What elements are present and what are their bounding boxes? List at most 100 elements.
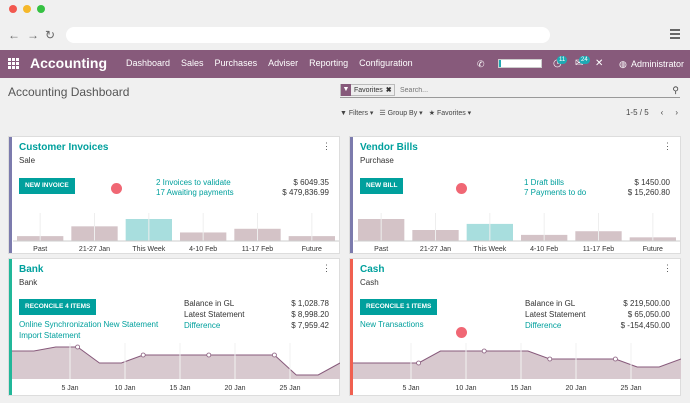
apps-grid-icon[interactable]	[8, 58, 19, 69]
menu-item-sales[interactable]: Sales	[181, 58, 204, 68]
main-menu: Dashboard Sales Purchases Adviser Report…	[126, 58, 413, 68]
status-dot	[456, 183, 467, 194]
card-subtitle: Purchase	[360, 156, 394, 165]
search-input[interactable]	[400, 84, 660, 96]
difference-link[interactable]: Difference	[525, 321, 562, 330]
chart-line	[353, 350, 681, 368]
minimize-window-button[interactable]	[23, 5, 31, 13]
menu-item-adviser[interactable]: Adviser	[268, 58, 299, 68]
chart-point	[206, 352, 212, 358]
bank-card: Bank Bank ⋮ RECONCILE 4 ITEMS Online Syn…	[8, 258, 340, 396]
latest-statement-label: Latest Statement	[184, 310, 245, 319]
pager: 1-5 / 5 ‹ ›	[626, 108, 678, 117]
card-title[interactable]: Customer Invoices	[19, 142, 109, 153]
url-bar[interactable]	[66, 27, 550, 43]
card-options-icon[interactable]: ⋮	[663, 141, 672, 151]
online-sync-link[interactable]: Online Synchronization New Statement	[19, 320, 159, 329]
favorites-label: Favorites	[436, 110, 466, 117]
customer-invoices-card: Customer Invoices Sale ⋮ NEW INVOICE 2 I…	[8, 136, 340, 254]
browser-nav-row: ← → ↻	[0, 25, 690, 45]
cash-card: Cash Cash ⋮ RECONCILE 1 ITEMS New Transa…	[349, 258, 681, 396]
menu-item-configuration[interactable]: Configuration	[359, 58, 413, 68]
funnel-icon: ▼	[340, 110, 347, 117]
chart-tick-label: 10 Jan	[455, 385, 476, 392]
browser-menu-icon[interactable]	[670, 29, 680, 41]
back-arrow-icon[interactable]: ←	[8, 28, 20, 42]
new-transactions-link[interactable]: New Transactions	[360, 320, 424, 329]
pager-next-icon[interactable]: ›	[675, 108, 678, 117]
bank-area-chart: 5 Jan 10 Jan 15 Jan 20 Jan 25 Jan	[12, 343, 340, 392]
card-title[interactable]: Bank	[19, 264, 44, 275]
window-controls	[9, 5, 45, 13]
difference-link[interactable]: Difference	[184, 321, 221, 330]
activity-clock-icon[interactable]: ◷	[553, 58, 562, 69]
chart-tick-label: 15 Jan	[169, 385, 190, 392]
menu-item-reporting[interactable]: Reporting	[309, 58, 349, 68]
reconcile-button[interactable]: RECONCILE 1 ITEMS	[360, 299, 438, 315]
chart-tick-label: 4-10 Feb	[530, 246, 558, 253]
chart-point	[416, 360, 421, 366]
top-navbar: Accounting Dashboard Sales Purchases Adv…	[0, 50, 690, 78]
chart-tick-label: Future	[302, 246, 322, 253]
bills-bar-chart: Past 21-27 Jan This Week 4-10 Feb 11-17 Feb F…	[354, 213, 680, 253]
cash-area-chart: 5 Jan 10 Jan 15 Jan 20 Jan 25 Jan	[353, 343, 681, 392]
chart-point	[75, 344, 80, 350]
invoices-to-validate-link[interactable]: 2 Invoices to validate	[156, 178, 231, 187]
chart-tick-label: 21-27 Jan	[79, 246, 110, 253]
difference-amount: $ 7,959.42	[291, 321, 329, 330]
search-facet[interactable]: ▼ Favorites ✖	[340, 84, 395, 96]
remove-facet-icon[interactable]: ✖	[385, 87, 392, 94]
user-avatar[interactable]: ◍	[619, 59, 627, 69]
search-icon[interactable]: ⚲	[672, 85, 679, 95]
card-title[interactable]: Cash	[360, 264, 385, 275]
vendor-bills-card: Vendor Bills Purchase ⋮ NEW BILL 1 Draft…	[349, 136, 681, 254]
awaiting-payments-link[interactable]: 17 Awaiting payments	[156, 188, 234, 197]
draft-bills-link[interactable]: 1 Draft bills	[524, 178, 565, 187]
chart-tick-label: 20 Jan	[224, 385, 245, 392]
card-color-bar	[350, 137, 353, 253]
forward-arrow-icon[interactable]: →	[27, 28, 39, 42]
latest-statement-label: Latest Statement	[525, 310, 586, 319]
pager-previous-icon[interactable]: ‹	[660, 108, 664, 117]
chart-point	[271, 352, 277, 358]
control-panel: Accounting Dashboard ▼ Favorites ✖ ⚲ ▼ F…	[0, 78, 690, 128]
user-name[interactable]: Administrator	[631, 59, 685, 69]
chart-tick-label: 25 Jan	[620, 385, 641, 392]
phone-icon[interactable]: ✆	[477, 59, 485, 69]
chart-tick-label: 5 Jan	[61, 385, 78, 392]
messages-icon[interactable]: ✉	[575, 58, 584, 69]
card-options-icon[interactable]: ⋮	[322, 263, 331, 273]
import-statement-link[interactable]: Import Statement	[19, 331, 81, 340]
reload-icon[interactable]: ↻	[45, 28, 56, 42]
amount-draft: $ 1450.00	[634, 178, 670, 187]
amount-payments: $ 15,260.80	[627, 188, 670, 197]
menu-item-purchases[interactable]: Purchases	[214, 58, 258, 68]
facet-label: Favorites	[354, 86, 383, 94]
card-subtitle: Bank	[19, 278, 38, 287]
group-by-dropdown[interactable]: ☰ Group By ▾	[379, 110, 423, 117]
chart-tick-label: 11-17 Feb	[242, 246, 273, 253]
reconcile-button[interactable]: RECONCILE 4 ITEMS	[19, 299, 97, 315]
pager-range: 1-5 / 5	[625, 108, 649, 117]
close-window-button[interactable]	[9, 5, 17, 13]
balance-gl-amount: $ 1,028.78	[291, 299, 329, 308]
filters-dropdown[interactable]: ▼ Filters ▾	[340, 110, 374, 117]
status-dot	[111, 183, 122, 194]
card-color-bar	[9, 137, 12, 253]
card-options-icon[interactable]: ⋮	[322, 141, 331, 151]
card-options-icon[interactable]: ⋮	[663, 263, 672, 273]
card-color-bar	[350, 259, 353, 395]
favorites-dropdown[interactable]: ★ Favorites ▾	[428, 110, 472, 117]
chart-area	[353, 351, 681, 379]
menu-item-dashboard[interactable]: Dashboard	[126, 58, 171, 68]
chart-line	[12, 346, 340, 376]
payments-to-do-link[interactable]: 7 Payments to do	[524, 188, 587, 197]
activity-badge: 11	[557, 56, 568, 64]
chart-area	[12, 347, 340, 379]
filter-funnel-icon: ▼	[341, 84, 351, 96]
maximize-window-button[interactable]	[37, 5, 45, 13]
new-invoice-button[interactable]: NEW INVOICE	[19, 178, 75, 194]
card-title[interactable]: Vendor Bills	[360, 142, 418, 153]
new-bill-button[interactable]: NEW BILL	[360, 178, 404, 194]
close-icon[interactable]: ✕	[595, 58, 604, 69]
